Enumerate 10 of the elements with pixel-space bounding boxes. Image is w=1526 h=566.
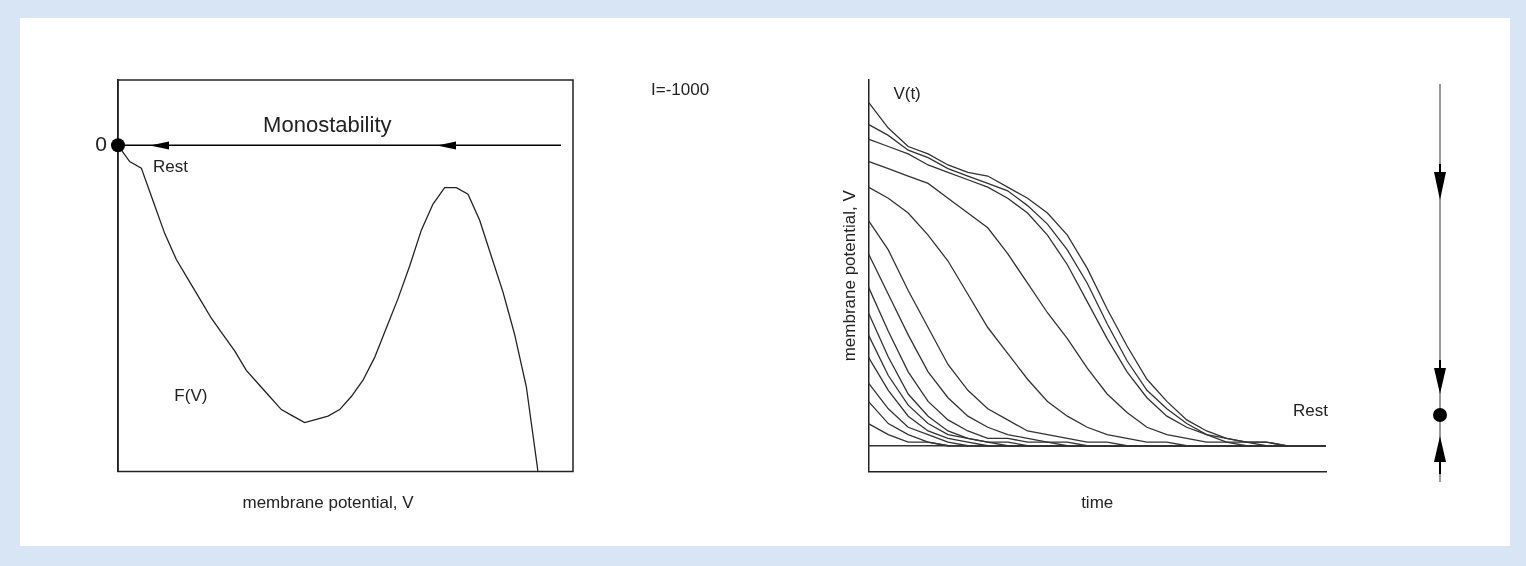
annotation: Rest: [153, 156, 189, 176]
text: 0: [95, 132, 107, 156]
text: I=-1000: [651, 79, 710, 99]
y-axis-title: membrane potential, V: [839, 189, 859, 362]
annotation: V(t): [893, 83, 921, 103]
ref-line-label: Monostability: [263, 112, 392, 138]
x-axis-title: time: [1081, 493, 1114, 513]
annotation: Rest: [1293, 401, 1329, 421]
x-axis-title: membrane potential, V: [242, 493, 415, 513]
text: F(V): [174, 386, 208, 406]
